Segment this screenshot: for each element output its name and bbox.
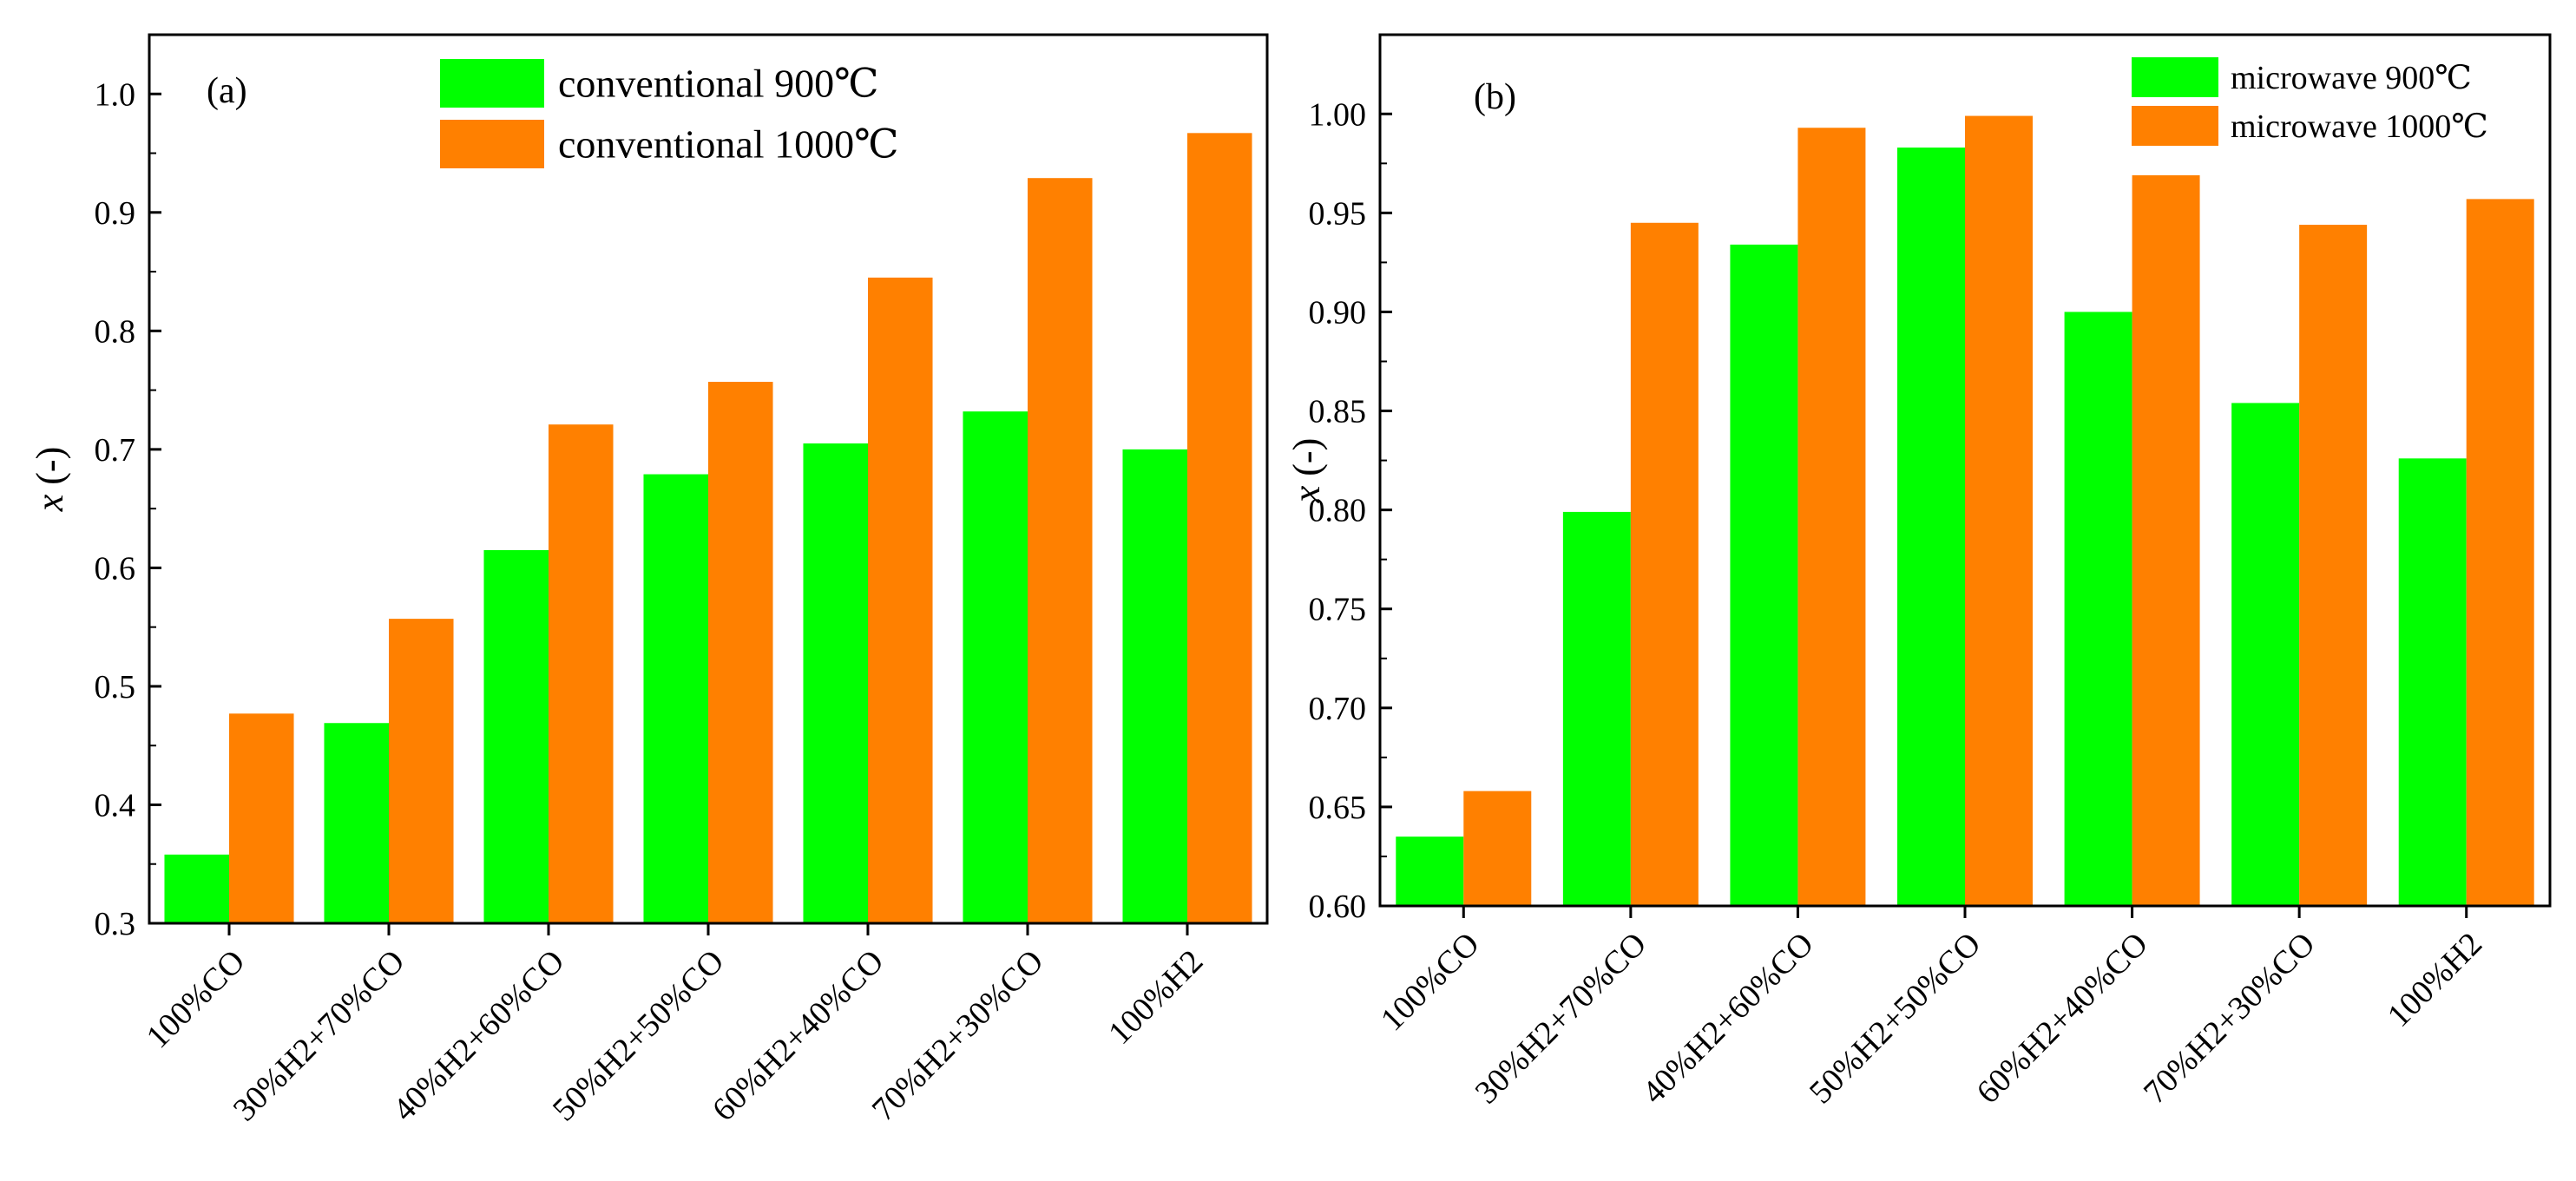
y-tick-label: 0.80 [1309,493,1367,529]
x-tick-label: 70%H2+30%CO [865,943,1051,1129]
bar-low-temp-4 [1897,148,1965,906]
y-tick-label: 0.70 [1309,691,1367,727]
x-tick-label: 100%H2 [1101,943,1210,1052]
y-tick-label: 0.7 [95,432,136,469]
bar-high-temp-7 [2466,199,2534,906]
x-tick-label: 70%H2+30%CO [2137,926,2323,1112]
legend-label-1: microwave 900℃ [2231,60,2472,96]
y-tick-label: 0.4 [95,787,136,823]
panel-b-legend: microwave 900℃ microwave 1000℃ [2132,57,2488,146]
y-tick-label: 0.60 [1309,889,1367,925]
legend-swatch-2 [440,120,544,168]
x-tick-label: 30%H2+70%CO [1469,926,1654,1112]
bar-low-temp-3 [483,549,549,923]
x-tick-label: 100%H2 [2381,926,2489,1034]
bar-high-temp-5 [868,277,933,923]
x-tick-label: 100%CO [1374,926,1487,1039]
y-tick-label: 0.8 [95,313,136,350]
y-tick-label: 0.90 [1309,294,1367,331]
panel-a-y-axis: 0.3 0.4 0.5 0.6 0.7 0.8 0.9 1.0 [95,76,161,942]
panel-b-bars [1396,115,2534,907]
bar-low-temp-4 [643,474,708,923]
bar-low-temp-7 [2398,458,2467,906]
panel-a-legend: conventional 900℃ conventional 1000℃ [440,59,899,168]
bar-high-temp-5 [2132,175,2200,906]
bar-low-temp-6 [963,411,1028,923]
panel-b-chart: 0.60 0.65 0.70 0.75 0.80 0.85 0.90 0.95 1.00 100… [1285,33,2552,1111]
bar-high-temp-3 [1797,128,1866,906]
bar-low-temp-1 [164,854,229,923]
legend-swatch-1 [2132,57,2218,97]
panel-b-label: (b) [1474,77,1516,117]
bar-low-temp-5 [803,443,868,923]
bar-high-temp-4 [1965,115,2033,907]
panel-a-plot-frame [148,33,1269,925]
panel-b-y-axis-label: x (-) [1285,438,1328,504]
x-tick-label: 50%H2+50%CO [1803,926,1988,1112]
bar-high-temp-6 [1028,178,1093,923]
y-tick-label: 0.95 [1309,195,1367,232]
x-tick-label: 60%H2+40%CO [706,943,891,1129]
y-tick-label: 0.85 [1309,394,1367,430]
x-tick-label: 60%H2+40%CO [1969,926,2155,1112]
x-tick-label: 40%H2+60%CO [1635,926,1821,1112]
panel-b-plot-frame [1378,33,2552,908]
legend-label-1: conventional 900℃ [558,62,879,106]
bar-high-temp-2 [1630,222,1699,906]
bar-high-temp-3 [549,424,614,923]
legend-swatch-2 [2132,106,2218,146]
bar-low-temp-7 [1122,449,1187,923]
legend-label-2: microwave 1000℃ [2231,108,2488,145]
y-tick-label: 0.3 [95,906,136,942]
bar-low-temp-6 [2231,403,2300,906]
panel-a-bars [164,133,1252,923]
bar-high-temp-6 [2299,225,2368,906]
y-tick-label: 1.00 [1309,96,1367,133]
bar-low-temp-2 [324,723,389,923]
panel-a-y-axis-label: x (-) [29,447,71,513]
bar-high-temp-2 [389,619,454,923]
y-tick-label: 0.5 [95,669,136,705]
legend-label-2: conventional 1000℃ [558,122,899,167]
x-tick-label: 50%H2+50%CO [546,943,732,1129]
bar-low-temp-1 [1396,837,1464,906]
y-tick-label: 0.6 [95,550,136,587]
bar-high-temp-1 [1463,791,1532,906]
bar-high-temp-4 [708,382,773,923]
panel-b-y-axis: 0.60 0.65 0.70 0.75 0.80 0.85 0.90 0.95 1.00 [1309,96,1392,925]
x-tick-label: 100%CO [140,943,253,1056]
panel-a-chart: 0.3 0.4 0.5 0.6 0.7 0.8 0.9 1.0 100%CO30%H2+70%… [29,33,1269,1129]
panel-a-label: (a) [207,71,247,111]
x-tick-label: 30%H2+70%CO [227,943,412,1129]
bar-low-temp-3 [1730,244,1798,906]
bar-low-temp-5 [2064,312,2132,906]
legend-swatch-1 [440,59,544,108]
y-tick-label: 0.9 [95,195,136,232]
bar-high-temp-1 [229,713,294,923]
bar-low-temp-2 [1562,511,1631,906]
x-tick-label: 40%H2+60%CO [386,943,572,1129]
panel-a-x-axis: 100%CO30%H2+70%CO40%H2+60%CO50%H2+50%CO6… [140,923,1210,1129]
y-tick-label: 0.75 [1309,592,1367,628]
y-tick-label: 0.65 [1309,790,1367,826]
y-tick-label: 1.0 [95,76,136,113]
panel-b-x-axis: 100%CO30%H2+70%CO40%H2+60%CO50%H2+50%CO6… [1374,906,2489,1111]
bar-high-temp-7 [1187,133,1252,923]
